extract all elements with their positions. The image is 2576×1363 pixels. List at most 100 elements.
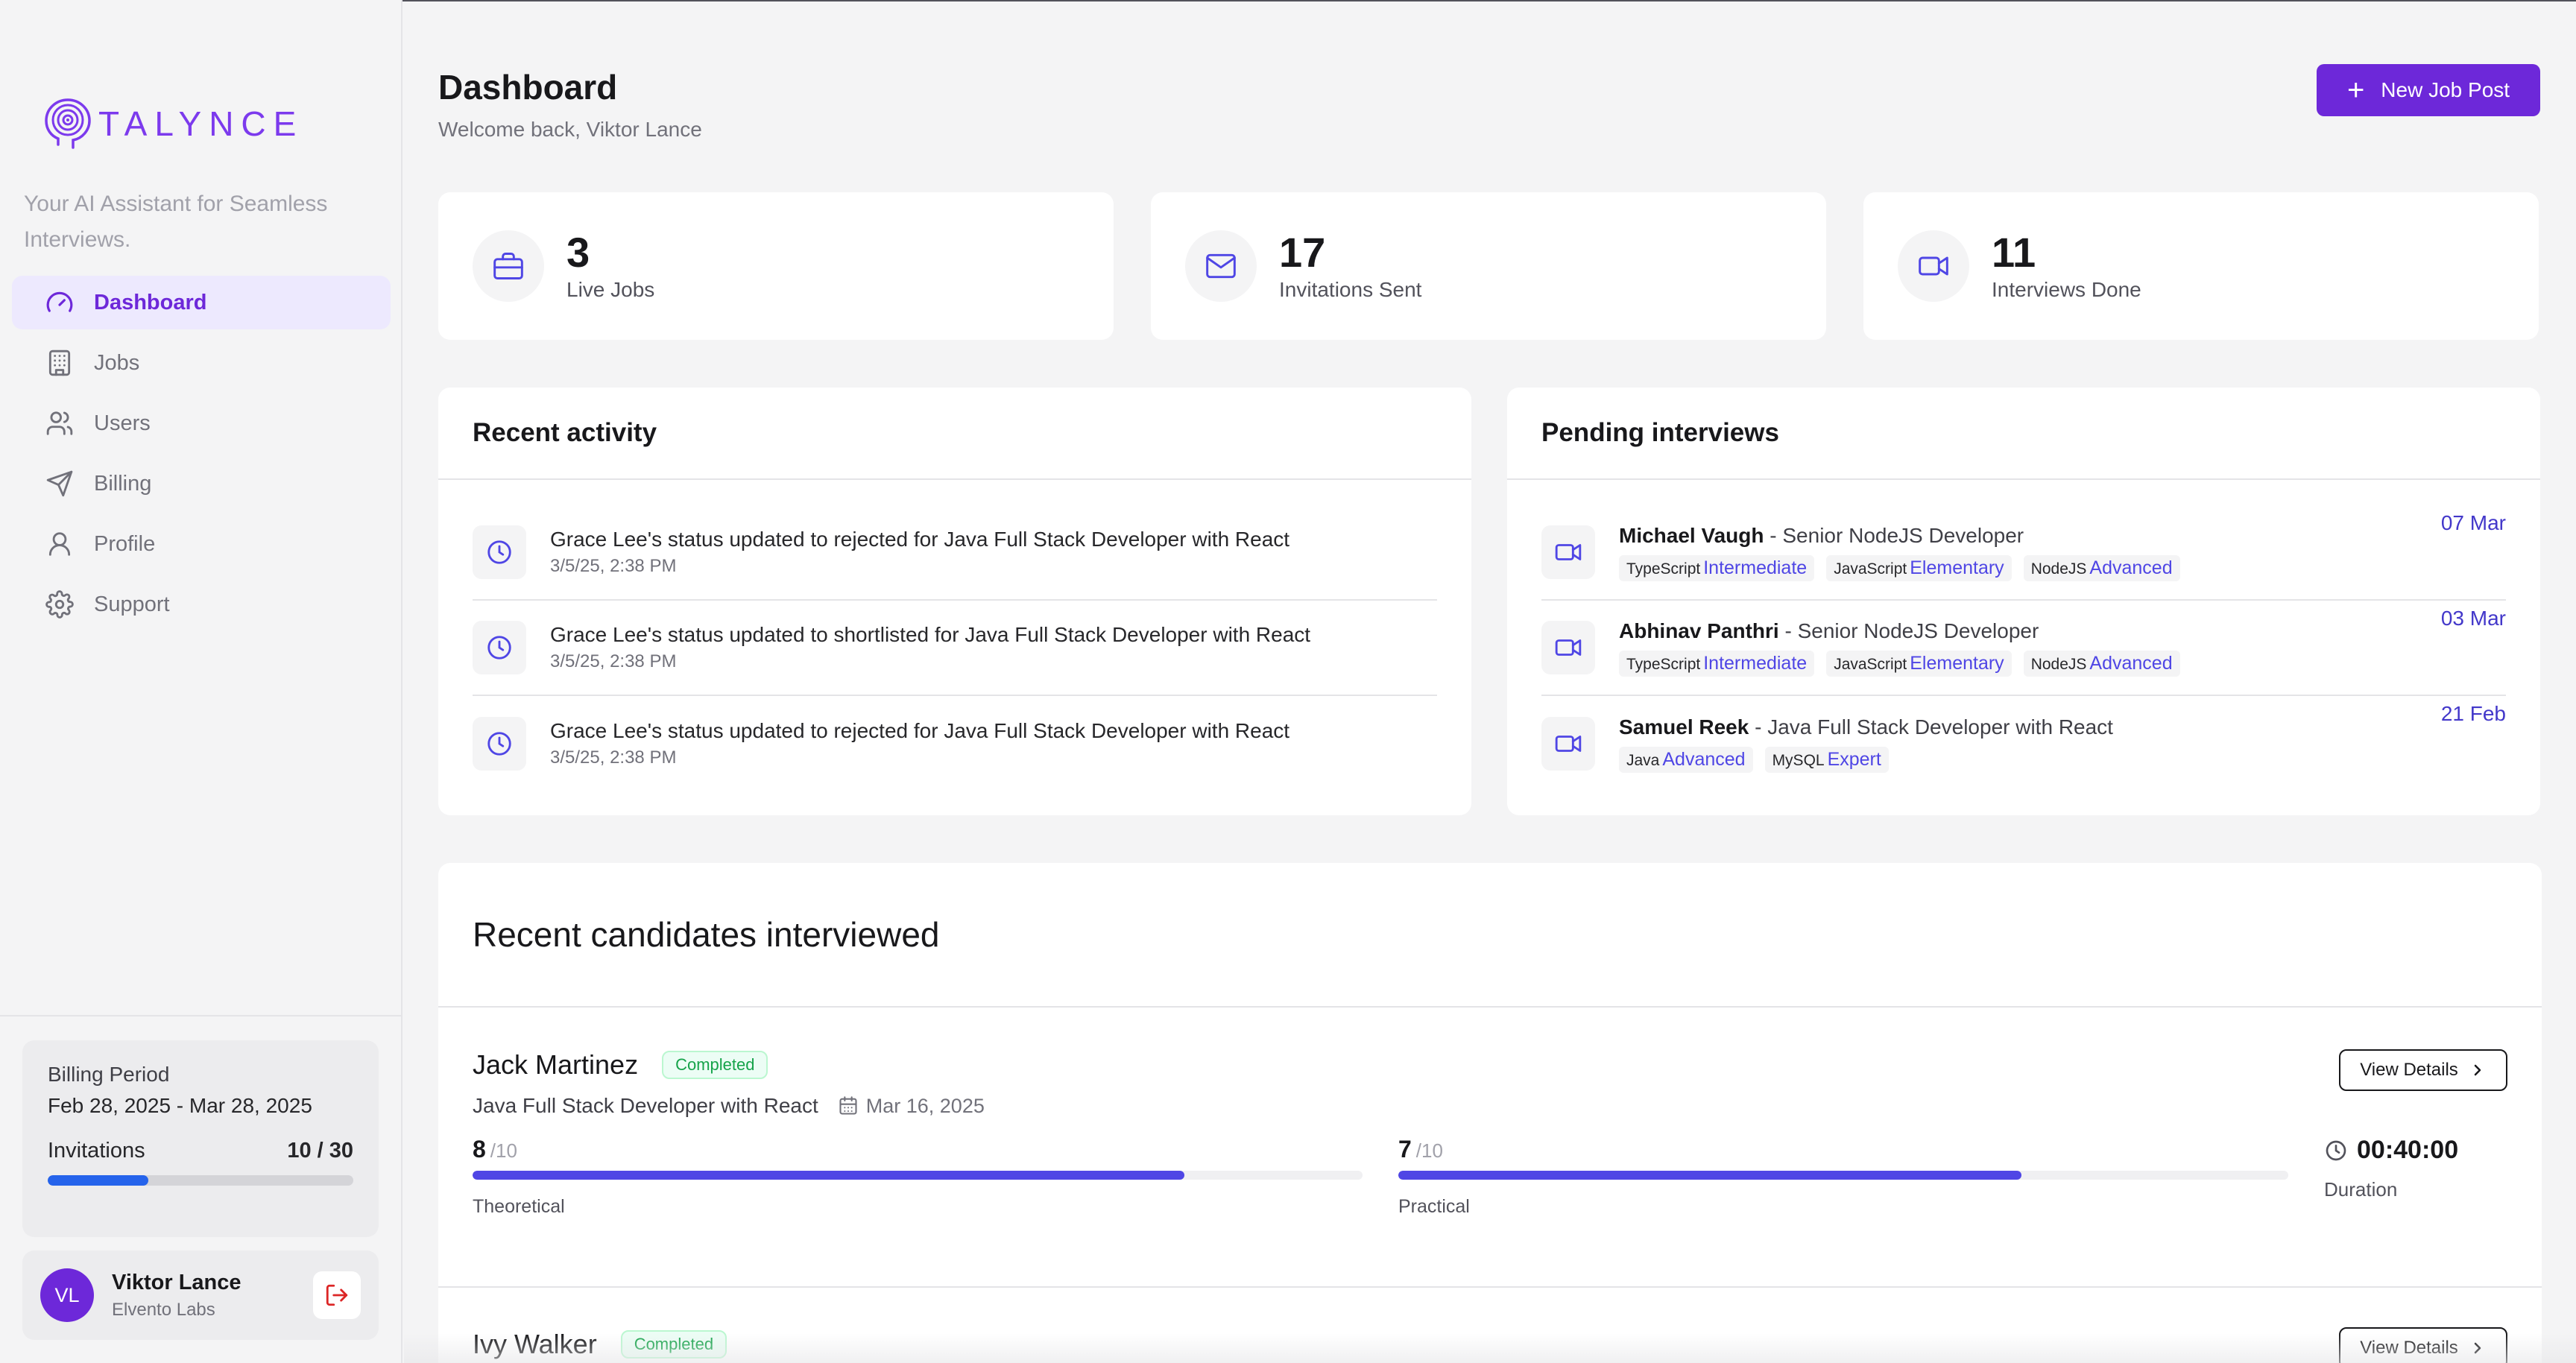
avatar[interactable]: VL [40,1268,94,1322]
user-card: VL Viktor Lance Elvento Labs [22,1250,379,1340]
candidate-name: Michael Vaugh [1619,523,1764,547]
mail-icon [1185,230,1257,302]
candidate-divider [438,1286,2542,1288]
interview-date: Mar 16, 2025 [865,1094,985,1117]
score-denominator: /10 [1415,1139,1443,1162]
new-job-post-button[interactable]: + New Job Post [2317,64,2540,116]
chevron-right-icon [2474,1342,2481,1354]
users-icon [45,408,75,438]
pending-interview-item[interactable]: Abhinav Panthri - Senior NodeJS Develope… [1541,601,2506,696]
new-job-post-label: New Job Post [2381,78,2510,101]
panel-title: Pending interviews [1507,388,2540,480]
user-icon [45,529,75,559]
clock-icon [473,621,526,674]
skill-tag: Java Advanced [1619,746,1753,773]
invitations-label: Invitations [48,1139,145,1163]
sidebar-item-label: Users [94,411,151,435]
user-org: Elvento Labs [112,1299,215,1320]
invitations-count: 10 / 30 [287,1139,353,1163]
sidebar: TALYNCE Your AI Assistant for Seamless I… [0,0,402,1363]
main-content: Dashboard Welcome back, Viktor Lance + N… [404,0,2576,1363]
page-subtitle: Welcome back, Viktor Lance [438,118,702,141]
billing-title: Billing Period [48,1063,170,1086]
score-label: Practical [1398,1196,1470,1217]
panel-title: Recent activity [438,388,1471,480]
sidebar-item-profile[interactable]: Profile [12,517,391,571]
invitations-progress-bar [48,1175,353,1186]
view-details-button[interactable]: View Details [2339,1327,2507,1363]
page-title: Dashboard [438,68,618,107]
logout-button[interactable] [313,1271,361,1319]
stat-label: Live Jobs [566,278,655,301]
interview-date: 03 Mar [2440,607,2506,630]
skill-tag: NodeJS Advanced [2023,554,2180,581]
sidebar-item-users[interactable]: Users [12,396,391,450]
plus-icon: + [2346,74,2365,107]
duration-label: Duration [2324,1178,2398,1201]
sidebar-divider [0,1015,402,1016]
send-icon [45,469,75,499]
chevron-right-icon [2474,1064,2481,1076]
skill-tag: NodeJS Advanced [2023,650,2180,677]
stat-card-invitations-sent: 17 Invitations Sent [1151,192,1826,340]
activity-text: Grace Lee's status updated to rejected f… [550,719,1290,742]
gauge-icon [45,288,75,317]
activity-item[interactable]: Grace Lee's status updated to shortliste… [473,601,1437,696]
view-details-button[interactable]: View Details [2339,1049,2507,1091]
briefcase-icon [473,230,544,302]
stat-value: 11 [1992,229,2036,276]
interview-date: 07 Mar [2440,511,2506,534]
theoretical-score: 8/10 Theoretical [473,1136,1363,1218]
practical-score: 7/10 Practical [1398,1136,2288,1218]
skill-tag: MySQL Expert [1764,746,1889,773]
activity-text: Grace Lee's status updated to rejected f… [550,528,1290,551]
sidebar-item-dashboard[interactable]: Dashboard [12,276,391,329]
video-icon [1898,230,1969,302]
recent-candidates-panel: Recent candidates interviewed Jack Marti… [438,863,2542,1363]
status-badge: Completed [662,1051,768,1079]
score-bar [1398,1171,2288,1180]
sidebar-item-billing[interactable]: Billing [12,457,391,510]
candidate-role: - Senior NodeJS Developer [1764,523,2024,547]
activity-time: 3/5/25, 2:38 PM [550,556,677,576]
score-value: 7 [1398,1136,1412,1163]
sidebar-item-label: Billing [94,471,152,496]
candidate-card: Jack Martinez Completed Java Full Stack … [473,1049,2507,1288]
gear-icon [45,589,75,619]
duration-value: 00:40:00 [2357,1136,2459,1164]
brand-logo[interactable]: TALYNCE [43,95,303,152]
sidebar-item-label: Support [94,592,170,616]
brand-tagline: Your AI Assistant for Seamless Interview… [24,192,328,252]
user-name: Viktor Lance [112,1270,242,1294]
interview-duration: 00:40:00 Duration [2324,1136,2458,1201]
sidebar-nav: Dashboard Jobs Users Billing Profile [12,276,391,638]
skill-tag: JavaScript Elementary [1826,650,2012,677]
candidate-name: Samuel Reek [1619,715,1749,739]
pending-interview-item[interactable]: Michael Vaugh - Senior NodeJS Developer … [1541,505,2506,601]
clock-icon [2326,1140,2346,1160]
sidebar-item-support[interactable]: Support [12,578,391,631]
stat-value: 17 [1279,229,1326,276]
skill-tag: TypeScript Intermediate [1619,554,1815,581]
window-top-border [0,0,2576,1]
pending-interviews-panel: Pending interviews Michael Vaugh - Senio… [1507,388,2540,815]
skill-tag: JavaScript Elementary [1826,554,2012,581]
activity-item[interactable]: Grace Lee's status updated to rejected f… [473,696,1437,791]
video-icon [1541,621,1595,674]
video-icon [1541,717,1595,771]
candidate-card: Ivy Walker Completed View Details [473,1327,2507,1363]
score-bar [473,1171,1363,1180]
stat-label: Interviews Done [1992,278,2141,301]
candidate-name: Abhinav Panthri [1619,619,1779,642]
score-label: Theoretical [473,1196,565,1217]
candidate-name: Jack Martinez [473,1049,639,1080]
stat-card-live-jobs: 3 Live Jobs [438,192,1114,340]
sidebar-item-jobs[interactable]: Jobs [12,336,391,390]
score-fill [473,1171,1185,1180]
sidebar-item-label: Jobs [94,350,140,375]
activity-text: Grace Lee's status updated to shortliste… [550,623,1311,646]
pending-interview-item[interactable]: Samuel Reek - Java Full Stack Developer … [1541,696,2506,791]
score-value: 8 [473,1136,486,1163]
clock-icon [473,525,526,579]
activity-item[interactable]: Grace Lee's status updated to rejected f… [473,505,1437,601]
